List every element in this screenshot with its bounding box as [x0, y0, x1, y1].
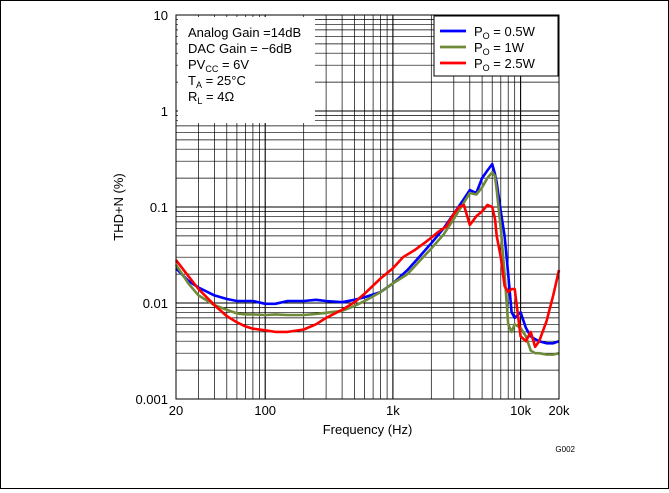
annotation-subscript: CC — [205, 64, 218, 74]
annotation-text: PV — [188, 57, 206, 72]
annotation-text: = 25°C — [202, 73, 246, 88]
x-axis-label: Frequency (Hz) — [323, 422, 413, 437]
figure-id: G002 — [555, 445, 575, 454]
series-line-3 — [174, 203, 561, 349]
y-tick-label: 10 — [154, 8, 168, 23]
legend-label-2: PO = 1W — [474, 40, 525, 57]
annotation-text: = 4Ω — [202, 89, 234, 104]
x-tick-label: 100 — [254, 403, 276, 418]
plot-border — [175, 14, 560, 400]
x-tick-label: 20 — [169, 403, 183, 418]
series-line-1 — [175, 162, 560, 345]
y-tick-label: 0.01 — [143, 296, 168, 311]
annotation-text: R — [188, 89, 197, 104]
annotation-text: T — [188, 73, 196, 88]
annotation-box — [178, 17, 315, 123]
annotation-subscript: L — [197, 96, 202, 106]
annotation-subscript: A — [196, 80, 202, 90]
y-axis-label: THD+N (%) — [111, 173, 126, 241]
tick-labels: 20 100 1k 10k 20k 0.001 0.01 0.1 1 10 — [135, 8, 570, 418]
y-tick-label: 0.001 — [135, 392, 168, 407]
x-tick-label: 10k — [510, 403, 531, 418]
y-tick-label: 0.1 — [150, 200, 168, 215]
annotation-text: = 6V — [218, 57, 249, 72]
annotation-pvcc: PVCC = 6V — [188, 57, 249, 74]
condition-annotation: Analog Gain =14dB DAC Gain = −6dB PVCC =… — [178, 17, 315, 123]
x-tick-label: 20k — [549, 403, 570, 418]
annotation-analog-gain: Analog Gain =14dB — [188, 25, 301, 40]
y-tick-label: 1 — [161, 104, 168, 119]
annotation-dac-gain: DAC Gain = −6dB — [188, 41, 292, 56]
annotation-temperature: TA = 25°C — [188, 73, 246, 90]
x-tick-label: 1k — [386, 403, 400, 418]
legend-label-3: PO = 2.5W — [474, 56, 536, 73]
annotation-load: RL = 4Ω — [188, 89, 234, 106]
series-layer — [174, 162, 561, 356]
legend-label-1: PO = 0.5W — [474, 24, 536, 41]
